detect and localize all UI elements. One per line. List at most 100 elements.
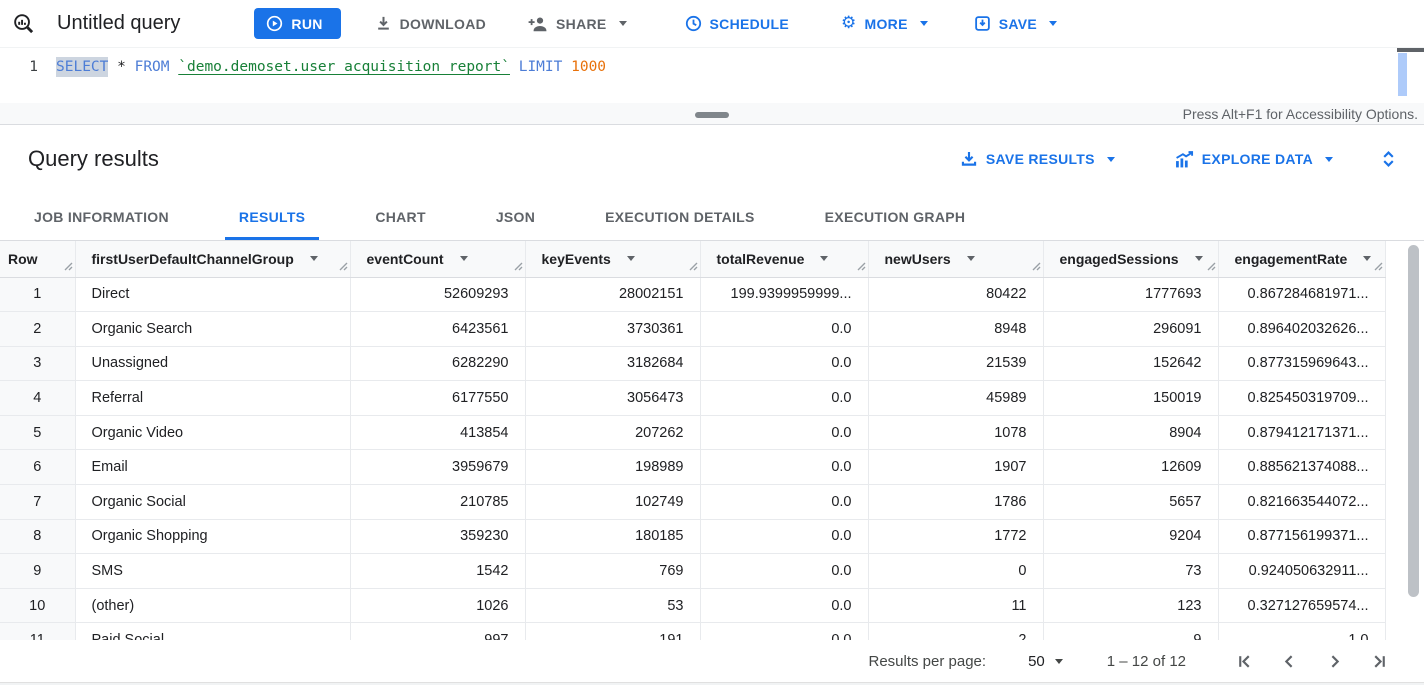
explore-data-button[interactable]: EXPLORE DATA [1167,145,1341,174]
table-cell: 0.0 [700,622,869,640]
save-results-button[interactable]: SAVE RESULTS [952,144,1123,174]
previous-page-button[interactable] [1267,647,1312,676]
row-number-cell: 4 [0,380,76,416]
editor-status-strip: Press Alt+F1 for Accessibility Options. [0,103,1424,125]
table-cell: 3959679 [350,449,526,486]
column-menu-icon[interactable] [820,256,829,262]
column-menu-icon[interactable] [626,256,635,262]
tab-json[interactable]: JSON [490,193,541,240]
table-cell: 0.879412171371... [1218,415,1386,451]
table-cell: Organic Social [75,484,351,520]
results-table-body: 1 Direct 52609293 28002151 199.9399959999...… [0,277,1386,640]
sql-table-reference-link[interactable]: `demo.demoset.user_acquisition_report` [178,59,510,75]
column-menu-icon[interactable] [966,256,975,262]
last-page-button[interactable] [1357,647,1402,676]
tab-results[interactable]: RESULTS [224,193,320,240]
editor-overview-ruler-mark [1397,48,1424,52]
column-resize-handle[interactable] [338,258,348,274]
column-resize-handle[interactable] [1373,258,1383,274]
row-number-cell: 5 [0,415,76,451]
table-cell: 11 [868,588,1044,624]
table-row: 4 Referral 6177550 3056473 0.0 45989 150019 0.8… [0,380,1386,416]
table-row: 11Paid Social9971910.0291.0 [0,622,1386,640]
download-button[interactable]: DOWNLOAD [367,9,494,38]
query-title: Untitled query [57,12,181,34]
query-toolbar: Untitled query RUN DOWNLOAD [0,0,1424,48]
table-cell: 359230 [350,519,526,555]
column-resize-handle[interactable] [1206,258,1216,274]
column-header-firstUserDefaultChannelGroup: firstUserDefaultChannelGroup [75,241,351,278]
row-number-cell: 3 [0,346,76,382]
table-cell: Unassigned [75,346,351,382]
table-row: 7 Organic Social 210785 102749 0.0 1786 5657 0.… [0,484,1386,520]
more-button[interactable]: ⚙ MORE [833,9,936,38]
editor-scrollbar-thumb[interactable] [1398,53,1407,96]
table-cell: Email [75,449,351,486]
table-cell: 296091 [1043,311,1219,347]
table-cell: 53 [525,588,701,624]
panel-resize-handle[interactable] [695,112,729,118]
column-menu-icon[interactable] [459,256,468,262]
chevron-down-icon [1049,21,1058,26]
table-cell: 0.0 [700,311,869,347]
row-number-cell: 11 [0,622,76,640]
row-number-cell: 1 [0,277,76,313]
sql-keyword-select: SELECT [56,57,109,77]
table-cell: 0.0 [700,380,869,416]
sql-text [108,57,117,77]
chevron-down-icon [919,21,928,26]
column-menu-icon[interactable] [1194,256,1203,262]
pagination-controls [1222,647,1402,676]
table-row: 5 Organic Video 413854 207262 0.0 1078 8904 0.8… [0,415,1386,451]
table-scrollbar-thumb[interactable] [1408,245,1419,597]
table-cell: 45989 [868,380,1044,416]
table-cell: 0.877156199371... [1218,519,1386,555]
tab-chart[interactable]: CHART [369,193,432,240]
tab-execution-details[interactable]: EXECUTION DETAILS [599,193,761,240]
column-resize-handle[interactable] [856,258,866,274]
query-magnifier-icon [12,12,35,35]
table-cell: 0.885621374088... [1218,449,1386,486]
sql-text [126,57,135,77]
table-cell: Paid Social [75,622,351,640]
table-cell: 0.0 [700,553,869,589]
column-menu-icon[interactable] [1363,256,1372,262]
play-circle-icon [266,15,283,32]
row-number-cell: 6 [0,449,76,486]
table-row: 9 SMS 1542 769 0.0 0 73 0.924050632911... [0,553,1386,589]
tab-execution-graph[interactable]: EXECUTION GRAPH [819,193,972,240]
table-cell: 0.825450319709... [1218,380,1386,416]
column-resize-handle[interactable] [1031,258,1041,274]
page-size-select[interactable]: 50 [1028,653,1063,670]
next-page-button[interactable] [1312,647,1357,676]
table-cell: 8948 [868,311,1044,347]
save-button[interactable]: SAVE [966,9,1065,38]
column-header-keyEvents: keyEvents [525,241,701,278]
column-resize-handle[interactable] [688,258,698,274]
share-button[interactable]: SHARE [520,10,635,38]
results-table-viewport: Row firstUserDefaultChannelGroup eventCo… [0,241,1424,640]
column-resize-handle[interactable] [63,258,73,274]
column-resize-handle[interactable] [513,258,523,274]
tab-job-information[interactable]: JOB INFORMATION [28,193,175,240]
schedule-button[interactable]: SCHEDULE [677,9,797,38]
table-row: 3 Unassigned 6282290 3182684 0.0 21539 152642 0… [0,346,1386,382]
table-cell: Referral [75,380,351,416]
table-cell: 5657 [1043,484,1219,520]
results-actions: SAVE RESULTS EXPLORE DATA [952,144,1424,174]
sql-editor[interactable]: 1 SELECT * FROM `demo.demoset.user_acquis… [0,48,1424,103]
table-cell: Organic Search [75,311,351,347]
expand-collapse-panel-button[interactable] [1381,149,1396,169]
column-header-totalRevenue: totalRevenue [700,241,869,278]
table-cell: 3730361 [525,311,701,347]
chevron-down-icon [618,21,627,26]
table-cell: (other) [75,588,351,624]
sql-keyword-from: FROM [134,59,170,75]
table-cell: Organic Shopping [75,519,351,555]
sql-code-line: 1 SELECT * FROM `demo.demoset.user_acquis… [0,48,1424,77]
first-page-button[interactable] [1222,647,1267,676]
run-button[interactable]: RUN [254,8,341,39]
column-menu-icon[interactable] [309,256,318,262]
table-row: 2 Organic Search 6423561 3730361 0.0 8948 2960… [0,311,1386,347]
column-header-row: Row [0,241,76,278]
